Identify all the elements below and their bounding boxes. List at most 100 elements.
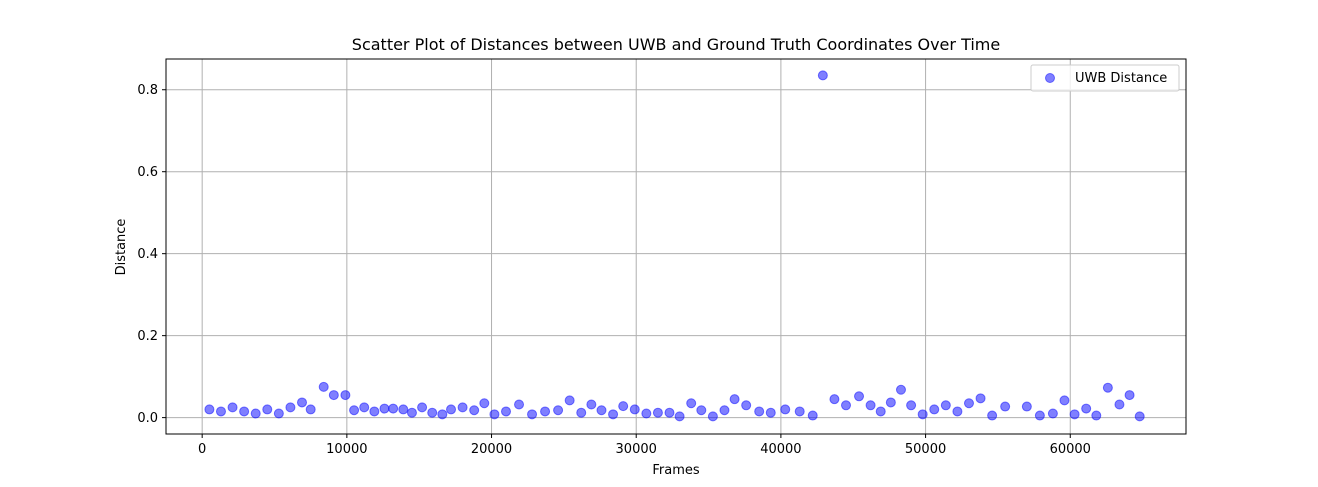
data-point bbox=[1134, 411, 1145, 422]
data-point bbox=[204, 404, 215, 415]
data-point bbox=[1081, 403, 1092, 414]
data-point bbox=[641, 408, 652, 419]
data-point bbox=[885, 397, 896, 408]
data-point bbox=[707, 411, 718, 422]
data-point bbox=[540, 406, 551, 417]
data-point bbox=[686, 398, 697, 409]
data-point bbox=[754, 406, 765, 417]
data-point bbox=[379, 403, 390, 414]
legend-label: UWB Distance bbox=[1075, 71, 1167, 86]
data-point bbox=[215, 406, 226, 417]
data-point bbox=[328, 390, 339, 401]
x-tick-label: 20000 bbox=[471, 442, 512, 457]
data-point bbox=[618, 401, 629, 412]
data-point bbox=[250, 408, 261, 419]
data-point bbox=[369, 406, 380, 417]
data-point bbox=[417, 402, 428, 413]
data-point bbox=[437, 409, 448, 420]
data-point bbox=[765, 407, 776, 418]
data-point bbox=[1124, 390, 1135, 401]
data-point bbox=[1021, 401, 1032, 412]
data-point bbox=[273, 408, 284, 419]
data-point bbox=[652, 407, 663, 418]
data-point bbox=[576, 407, 587, 418]
data-point bbox=[239, 406, 250, 417]
data-point bbox=[1059, 395, 1070, 406]
data-point bbox=[807, 410, 818, 421]
data-point bbox=[917, 409, 928, 420]
data-point bbox=[446, 404, 457, 415]
data-point bbox=[975, 393, 986, 404]
data-points bbox=[204, 70, 1145, 422]
data-point bbox=[929, 404, 940, 415]
data-point bbox=[564, 395, 575, 406]
data-point bbox=[875, 406, 886, 417]
data-point bbox=[318, 381, 329, 392]
data-point bbox=[586, 399, 597, 410]
data-point bbox=[664, 407, 675, 418]
y-tick-label: 0.2 bbox=[137, 329, 158, 344]
data-point bbox=[285, 402, 296, 413]
data-point bbox=[501, 406, 511, 417]
data-point bbox=[596, 405, 607, 416]
data-point bbox=[1047, 408, 1058, 419]
x-tick-label: 40000 bbox=[760, 442, 801, 457]
data-point bbox=[719, 405, 730, 416]
data-point bbox=[865, 400, 876, 411]
data-point bbox=[987, 410, 998, 421]
data-point bbox=[629, 404, 640, 415]
data-point bbox=[1034, 410, 1045, 421]
data-point bbox=[895, 384, 906, 395]
data-point bbox=[227, 402, 238, 413]
plot-area-frame bbox=[165, 58, 1187, 435]
data-point bbox=[780, 404, 791, 415]
y-tick-label: 0.4 bbox=[137, 247, 158, 262]
data-point bbox=[340, 390, 351, 401]
data-point bbox=[305, 404, 316, 415]
data-point bbox=[696, 405, 707, 416]
data-point bbox=[406, 407, 417, 418]
x-tick-label: 0 bbox=[198, 442, 206, 457]
x-tick-label: 50000 bbox=[905, 442, 946, 457]
data-point bbox=[729, 394, 740, 405]
y-axis-label: Distance bbox=[114, 219, 129, 276]
legend-marker bbox=[1045, 73, 1055, 83]
y-tick-label: 0.8 bbox=[137, 83, 158, 98]
data-point bbox=[829, 394, 840, 405]
data-point bbox=[1069, 409, 1080, 420]
data-point bbox=[608, 409, 619, 420]
data-point bbox=[527, 409, 538, 420]
data-point bbox=[794, 406, 805, 417]
chart-title: Scatter Plot of Distances between UWB an… bbox=[352, 35, 1000, 54]
x-axis-ticks: 0 10000 20000 30000 40000 50000 60000 bbox=[198, 434, 1091, 457]
data-point bbox=[469, 405, 480, 416]
data-point bbox=[841, 400, 851, 411]
legend-box bbox=[1030, 64, 1180, 92]
data-point bbox=[489, 409, 500, 420]
data-point bbox=[674, 411, 685, 422]
data-point bbox=[398, 404, 409, 415]
x-axis-label: Frames bbox=[652, 463, 700, 478]
data-point bbox=[349, 405, 360, 416]
x-tick-label: 60000 bbox=[1050, 442, 1091, 457]
data-point bbox=[427, 407, 438, 418]
data-point bbox=[817, 70, 828, 81]
y-axis-ticks: 0.0 0.2 0.4 0.6 0.8 bbox=[137, 83, 166, 426]
data-point bbox=[457, 402, 468, 413]
data-point bbox=[963, 398, 974, 409]
y-tick-label: 0.6 bbox=[137, 165, 158, 180]
legend: UWB Distance bbox=[1030, 64, 1180, 92]
data-point bbox=[1102, 382, 1113, 393]
data-point bbox=[1091, 410, 1102, 421]
data-point bbox=[854, 391, 865, 402]
data-point bbox=[553, 405, 564, 416]
grid-lines bbox=[166, 59, 1186, 434]
data-point bbox=[514, 399, 525, 410]
data-point bbox=[388, 403, 399, 414]
x-tick-label: 10000 bbox=[326, 442, 367, 457]
data-point bbox=[297, 397, 307, 408]
data-point bbox=[359, 402, 370, 413]
data-point bbox=[479, 398, 490, 409]
data-point bbox=[952, 406, 963, 417]
